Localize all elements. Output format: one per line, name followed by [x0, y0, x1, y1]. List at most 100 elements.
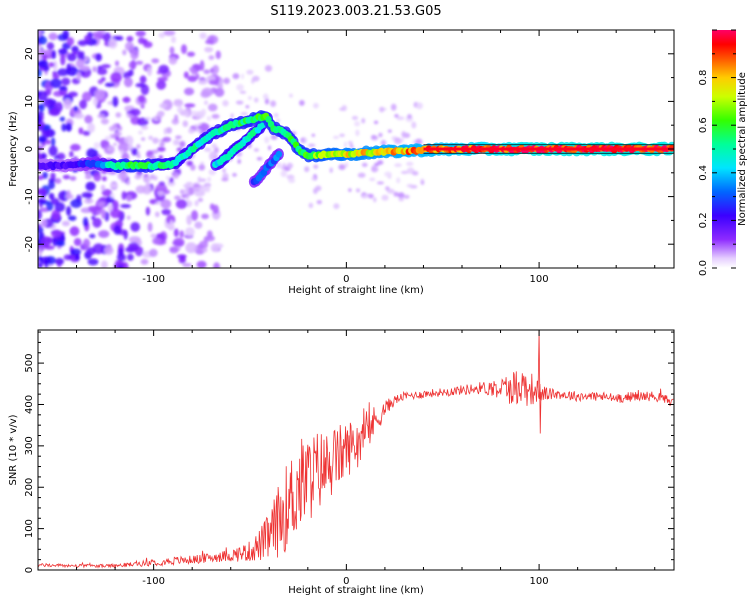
spectrogram-speckle	[69, 226, 80, 237]
spectrogram-speckle	[184, 103, 196, 108]
spectrogram-speckle	[256, 157, 263, 161]
spectrogram-speckle	[420, 180, 425, 186]
spectrogram-speckle	[204, 147, 212, 152]
spectrogram-speckle	[247, 95, 252, 100]
snr-ytick-label: 200	[24, 478, 35, 497]
spectrogram-speckle	[186, 214, 193, 226]
spectrogram-speckle	[355, 129, 360, 137]
spectrogram-speckle	[61, 220, 70, 227]
spectrogram-speckle	[163, 127, 168, 135]
spectrogram-speckle	[102, 32, 112, 43]
spectrogram-speckle	[69, 151, 74, 158]
spectrogram-xtick-label: 0	[343, 274, 349, 285]
spectrogram-speckle	[183, 71, 189, 79]
spectrogram-speckle	[378, 132, 383, 138]
spectrogram-speckle	[264, 64, 273, 72]
spectrogram-speckle	[92, 243, 105, 255]
spectrogram-speckle	[373, 120, 379, 125]
spectrogram-speckle	[235, 100, 244, 105]
spectrogram-speckle	[174, 114, 179, 122]
snr-frame	[37, 329, 675, 571]
spectrogram-speckle	[100, 118, 109, 125]
spectrogram-speckle	[38, 90, 48, 101]
spectrogram-speckle	[276, 118, 281, 123]
snr-ytick-label: 300	[24, 436, 35, 455]
spectrogram-speckle	[121, 191, 127, 200]
snr-xtick-label: 100	[530, 576, 549, 587]
spectrogram-speckle	[362, 194, 369, 199]
spectrogram-speckle	[101, 189, 113, 197]
spectrogram-speckle	[303, 138, 308, 142]
spectrogram-speckle	[147, 66, 152, 77]
spectrogram-speckle	[66, 37, 75, 46]
spectrogram-speckle	[66, 190, 71, 199]
spectrogram-speckle	[403, 194, 410, 199]
spectrogram-speckle	[66, 63, 72, 72]
spectrogram-speckle	[405, 161, 414, 167]
spectrogram-speckle	[158, 32, 166, 39]
spectrogram-speckle	[253, 97, 259, 103]
spectrogram-speckle	[329, 167, 333, 173]
spectrogram-speckle	[344, 162, 349, 168]
spectrogram-speckle	[94, 89, 106, 100]
spectrogram-speckle	[110, 208, 122, 219]
colorbar-axis: 0.0 0.2 0.4 0.6 0.8	[698, 29, 736, 276]
spectrogram-speckle	[38, 30, 42, 38]
snr-panel: -100 0 100 0 100 200 300 400 500 Height of strai…	[8, 329, 675, 596]
spectrogram-speckle	[76, 71, 82, 81]
spectrogram-speckle	[131, 150, 139, 156]
spectrogram-speckle	[316, 200, 322, 205]
spectrogram-speckle	[194, 221, 203, 229]
spectrogram-speckle	[215, 50, 221, 60]
spectrogram-speckle	[67, 53, 77, 62]
spectrogram-speckle	[351, 115, 359, 120]
spectrogram-speckle	[140, 103, 145, 109]
spectrogram-speckle	[52, 70, 58, 76]
spectrogram-speckle	[338, 164, 346, 171]
spectrogram-speckle	[172, 172, 179, 179]
spectrogram-speckle	[183, 87, 195, 96]
spectrogram-speckle	[115, 35, 124, 41]
spectrogram-speckle	[333, 204, 339, 209]
spectrogram-speckle	[150, 174, 155, 178]
spectrogram-speckle	[62, 30, 70, 40]
spectrogram-speckle	[174, 140, 179, 145]
spectrogram-speckle	[42, 171, 48, 179]
spectrogram-speckle	[179, 230, 185, 238]
spectrogram-speckle	[45, 139, 51, 145]
colorbar-tick-label: 0.8	[698, 70, 709, 86]
spectrogram-speckle	[110, 134, 116, 139]
spectrogram-speckle	[282, 163, 286, 168]
spectrogram-speckle	[222, 168, 226, 173]
spectrogram-speckle	[48, 62, 55, 68]
colorbar-tick-label: 0.6	[698, 117, 709, 133]
spectrogram-speckle	[142, 176, 151, 183]
spectrogram-speckle	[182, 120, 189, 128]
spectrogram-speckle	[264, 97, 270, 105]
spectrogram-speckle	[396, 177, 401, 184]
spectrogram-speckle	[61, 123, 67, 132]
spectrogram-speckle	[145, 116, 151, 121]
spectrogram-speckle	[113, 224, 122, 235]
spectrogram-speckle	[100, 260, 108, 268]
spectrogram-speckle	[156, 80, 167, 90]
spectrogram-speckle	[169, 46, 175, 55]
spectrogram-speckle	[91, 215, 96, 220]
spectrogram-speckle	[87, 258, 99, 266]
spectrogram-speckle	[115, 112, 122, 118]
spectrogram-speckle	[175, 199, 188, 209]
spectrogram-speckle	[82, 217, 89, 227]
spectrogram-data	[38, 30, 674, 268]
spectrogram-speckle	[147, 222, 153, 232]
spectrogram-speckle	[60, 54, 66, 66]
spectrogram-speckle	[54, 202, 66, 212]
spectrogram-speckle	[84, 174, 92, 180]
spectrogram-speckle	[136, 144, 141, 149]
spectrogram-speckle	[38, 209, 43, 221]
spectrogram-speckle	[170, 36, 177, 44]
spectrogram-speckle	[54, 101, 63, 113]
spectrogram-speckle	[406, 184, 415, 188]
spectrogram-speckle	[288, 177, 296, 184]
spectrogram-speckle	[114, 131, 122, 137]
